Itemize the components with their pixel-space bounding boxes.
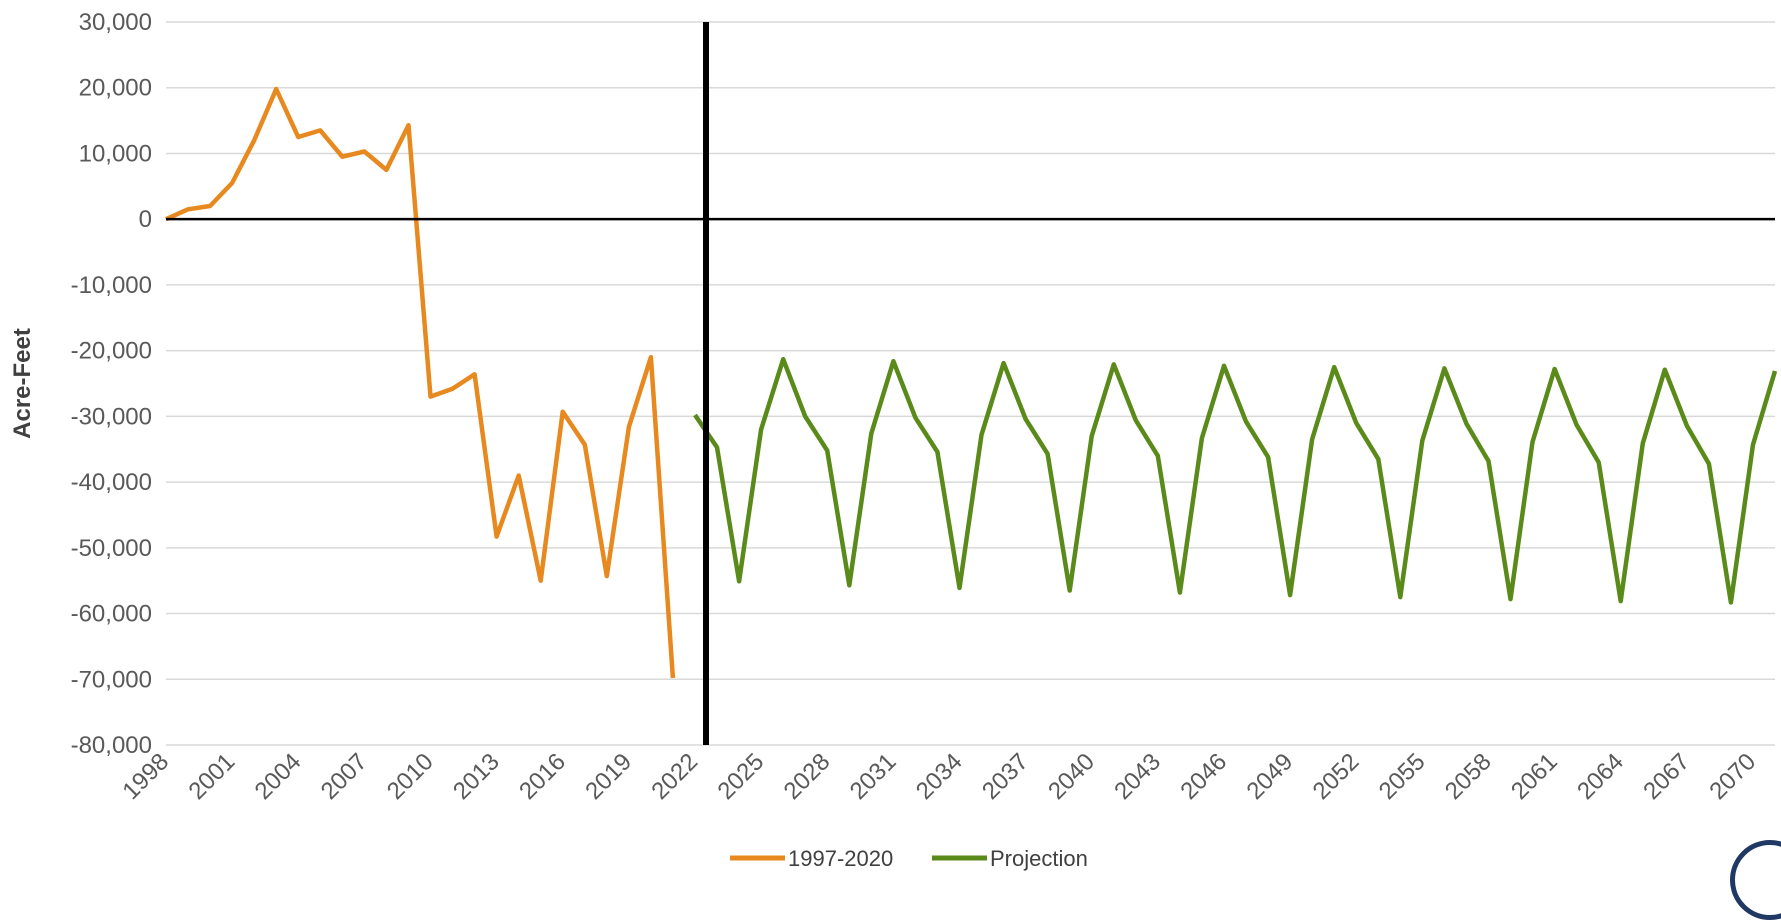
- legend-label: 1997-2020: [788, 846, 893, 871]
- y-tick-label: -60,000: [71, 601, 152, 628]
- x-tick-label: 2007: [316, 748, 373, 805]
- y-tick-label: -40,000: [71, 469, 152, 496]
- line-chart: 30,000 20,000 10,000 0 -10,000 -20,000 -30,000…: [9, 9, 1778, 871]
- x-tick-label: 2064: [1572, 748, 1629, 805]
- y-tick-label: -80,000: [71, 732, 152, 759]
- legend: 1997-2020 Projection: [730, 846, 1088, 871]
- x-tick-label: 2061: [1506, 748, 1563, 805]
- x-tick-label: 2016: [514, 748, 571, 805]
- x-tick-label: 2049: [1241, 748, 1298, 805]
- x-tick-label: 2028: [779, 748, 836, 805]
- x-tick-label: 2013: [448, 748, 505, 805]
- y-tick-label: -20,000: [71, 338, 152, 365]
- series-lines: [165, 86, 1778, 679]
- x-tick-label: 2010: [382, 748, 439, 805]
- y-tick-label: 0: [139, 206, 152, 233]
- y-tick-label: -10,000: [71, 272, 152, 299]
- x-tick-label: 2058: [1440, 748, 1497, 805]
- gridlines: [166, 21, 1775, 746]
- y-tick-label: -50,000: [71, 535, 152, 562]
- x-tick-label: 2031: [845, 748, 902, 805]
- series-line-1: [165, 86, 676, 679]
- x-tick-label: 2004: [250, 748, 307, 805]
- x-tick-label: 2043: [1109, 748, 1166, 805]
- x-tick-label: 2052: [1308, 748, 1365, 805]
- x-tick-label: 2019: [580, 748, 637, 805]
- x-tick-label: 2055: [1374, 748, 1431, 805]
- y-tick-label: 30,000: [79, 9, 152, 36]
- y-axis-ticks: 30,000 20,000 10,000 0 -10,000 -20,000 -30,000…: [71, 9, 152, 759]
- x-axis-ticks: 1998 2001 2004 2007 2010 2013 2016 2019 2022 2025…: [117, 748, 1761, 805]
- series-line-2: [693, 356, 1778, 605]
- x-tick-label: 2034: [911, 748, 968, 805]
- x-tick-label: 2070: [1704, 748, 1761, 805]
- x-tick-label: 2037: [977, 748, 1034, 805]
- x-tick-label: 2046: [1175, 748, 1232, 805]
- x-tick-label: 2022: [646, 748, 703, 805]
- x-tick-label: 2067: [1638, 748, 1695, 805]
- y-axis-label: Acre-Feet: [9, 328, 36, 439]
- y-tick-label: -70,000: [71, 666, 152, 693]
- y-tick-label: -30,000: [71, 403, 152, 430]
- y-tick-label: 20,000: [79, 75, 152, 102]
- y-tick-label: 10,000: [79, 140, 152, 167]
- x-tick-label: 2025: [713, 748, 770, 805]
- legend-label: Projection: [990, 846, 1088, 871]
- x-tick-label: 2001: [184, 748, 241, 805]
- x-tick-label: 2040: [1043, 748, 1100, 805]
